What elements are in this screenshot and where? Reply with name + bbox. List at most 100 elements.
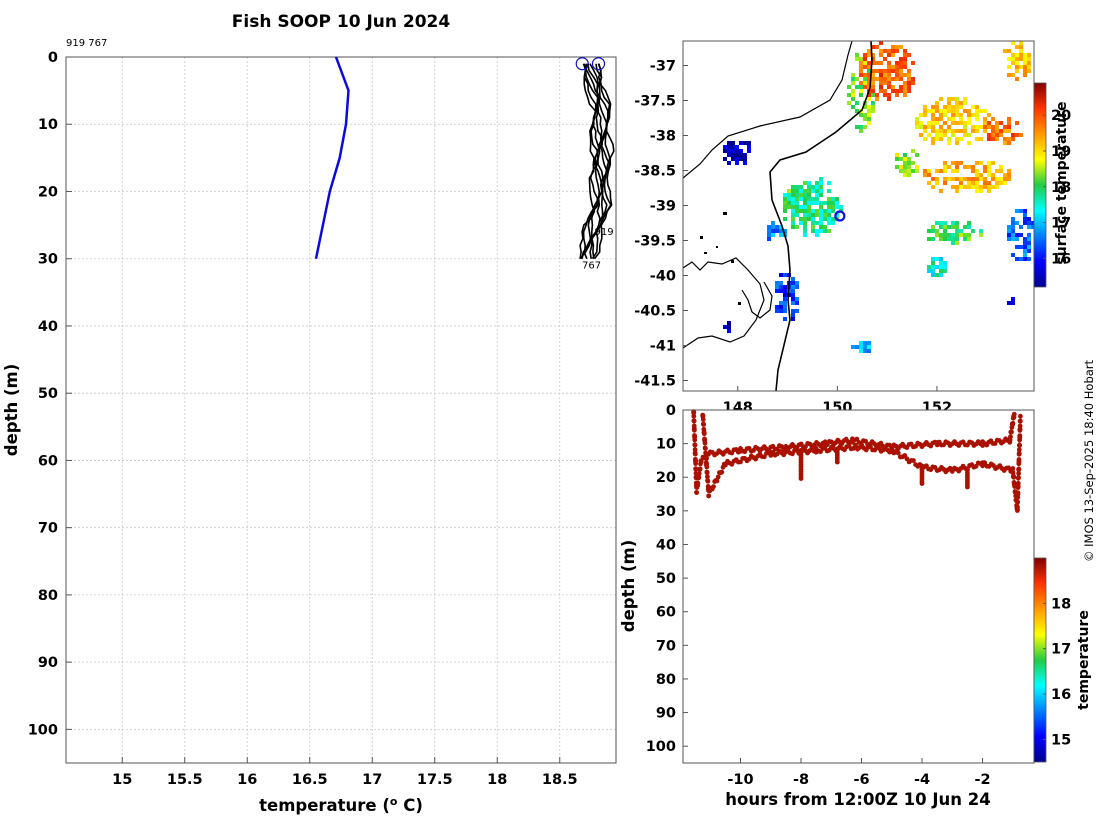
depth-point	[1017, 418, 1023, 424]
sst-pixel	[855, 85, 859, 89]
sst-pixel	[795, 285, 799, 289]
sst-pixel	[939, 169, 943, 173]
sst-pixel	[999, 129, 1003, 133]
sst-pixel	[951, 225, 955, 229]
sst-pixel	[863, 85, 867, 89]
sst-pixel	[903, 61, 907, 65]
sst-pixel	[771, 225, 775, 229]
sst-pixel	[971, 185, 975, 189]
sst-pixel	[895, 69, 899, 73]
sst-pixel	[1031, 225, 1034, 229]
sst-pixel	[1015, 57, 1019, 61]
sst-pixel	[783, 273, 787, 277]
depth-point	[701, 422, 706, 427]
sst-pixel	[947, 129, 951, 133]
sst-pixel	[879, 53, 883, 57]
sst-pixel	[987, 113, 991, 117]
sst-map-panel: 148 150 152-37-37.5-38-38.5-39-39.5-40-40.…	[634, 40, 1071, 416]
sst-pixel	[779, 301, 783, 305]
sst-pixel	[911, 61, 915, 65]
sst-pixel	[791, 281, 795, 285]
sst-pixel	[1023, 213, 1027, 217]
sst-pixel	[915, 125, 919, 129]
sst-pixel	[983, 177, 987, 181]
sst-pixel	[799, 193, 803, 197]
inset-track-line	[580, 63, 599, 260]
sst-pixel	[947, 117, 951, 121]
sst-pixel	[911, 169, 915, 173]
sst-pixel	[739, 157, 743, 161]
sst-pixel	[819, 209, 823, 213]
sst-pixel	[787, 189, 791, 193]
sst-pixel	[815, 233, 819, 237]
sst-pixel	[1027, 217, 1031, 221]
sst-pixel	[1011, 301, 1015, 305]
sst-pixel	[799, 209, 803, 213]
sst-pixel	[987, 121, 991, 125]
sst-pixel	[935, 109, 939, 113]
sst-pixel	[775, 289, 779, 293]
sst-pixel	[735, 157, 739, 161]
sst-pixel	[823, 209, 827, 213]
sst-pixel	[891, 65, 895, 69]
sst-pixel	[943, 133, 947, 137]
sst-pixel	[783, 293, 787, 297]
sst-pixel	[903, 165, 907, 169]
sst-pixel	[963, 165, 967, 169]
sst-pixel	[1015, 45, 1019, 49]
sst-pixel	[815, 193, 819, 197]
sst-pixel	[895, 77, 899, 81]
sst-pixel	[803, 217, 807, 221]
sst-pixel	[1019, 45, 1023, 49]
sst-pixel	[799, 189, 803, 193]
sst-pixel	[959, 177, 963, 181]
sst-pixel	[1023, 209, 1027, 213]
sst-pixel	[931, 257, 935, 261]
sst-pixel	[899, 61, 903, 65]
sst-pixel	[791, 313, 795, 317]
sst-pixel	[943, 233, 947, 237]
timeseries-ytick-label: 50	[656, 571, 676, 587]
sst-pixel	[943, 165, 947, 169]
sst-pixel	[767, 233, 771, 237]
sst-pixel	[795, 225, 799, 229]
sst-pixel	[779, 285, 783, 289]
sst-pixel	[975, 189, 979, 193]
sst-pixel	[1015, 77, 1019, 81]
sst-pixel	[1007, 177, 1011, 181]
depth-point	[697, 466, 703, 472]
sst-pixel	[863, 345, 867, 349]
sst-pixel	[923, 113, 927, 117]
sst-pixel	[1007, 121, 1011, 125]
sst-pixel	[975, 185, 979, 189]
profile-grid	[66, 56, 616, 763]
sst-colorbar	[1033, 82, 1047, 288]
sst-pixel	[947, 97, 951, 101]
sst-pixel	[871, 105, 875, 109]
sst-pixel	[975, 177, 979, 181]
sst-pixel	[883, 49, 887, 53]
depth-point	[693, 461, 698, 466]
sst-pixel	[791, 301, 795, 305]
sst-pixel	[819, 205, 823, 209]
sst-pixel	[747, 149, 751, 153]
sst-pixel	[979, 109, 983, 113]
profile-ytick-label: 0	[48, 50, 58, 66]
sst-pixel	[859, 57, 863, 61]
sst-pixel	[979, 233, 983, 237]
sst-pixel	[979, 173, 983, 177]
sst-pixel	[1011, 41, 1015, 45]
sst-pixel	[875, 77, 879, 81]
sst-pixel	[963, 237, 967, 241]
profile-xtick-label: 17	[362, 772, 382, 788]
sst-pixel	[923, 173, 927, 177]
depth-point	[703, 446, 708, 451]
sst-pixel	[823, 225, 827, 229]
sst-pixel	[851, 77, 855, 81]
timeseries-ytick-label: 60	[656, 605, 676, 621]
sst-pixel	[963, 225, 967, 229]
profile-xlabel: temperature (o C)	[259, 795, 423, 816]
sst-pixel	[779, 229, 783, 233]
sst-pixel	[731, 145, 735, 149]
